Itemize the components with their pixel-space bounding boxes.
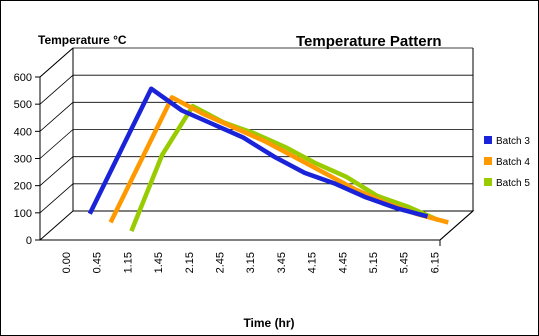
series-line-batch-3 xyxy=(87,86,429,219)
x-tick-label: 5.15 xyxy=(368,252,380,273)
y-tick-label: 200 xyxy=(14,181,32,193)
legend-label: Batch 3 xyxy=(496,136,530,147)
x-tick-label: 0.45 xyxy=(92,252,104,273)
x-tick-label: 6.15 xyxy=(429,252,441,273)
x-axis-ticks: 0.00 0.45 1.15 1.45 2.15 2.45 3.15 3.45 4.15 4.45… xyxy=(61,252,441,273)
legend-label: Batch 4 xyxy=(496,157,530,168)
chart-floor xyxy=(38,210,475,241)
y-tick-label: 300 xyxy=(14,154,32,166)
y-tick-label: 100 xyxy=(14,208,32,220)
x-tick-label: 2.15 xyxy=(184,252,196,273)
grid-lines xyxy=(39,47,473,214)
legend-swatch xyxy=(484,157,492,165)
y-tick-label: 400 xyxy=(14,126,32,138)
series-layer xyxy=(87,86,449,232)
floor-right-edge xyxy=(439,210,474,241)
series-line-batch-5 xyxy=(129,103,440,232)
x-tick-label: 3.15 xyxy=(245,252,257,273)
y-tick-label: 0 xyxy=(26,235,32,247)
y-tick-label: 500 xyxy=(14,99,32,111)
x-tick-label: 0.00 xyxy=(61,252,73,273)
x-tick-label: 2.45 xyxy=(215,252,227,273)
x-tick-label: 4.45 xyxy=(337,252,349,273)
chart-title: Temperature Pattern xyxy=(296,33,442,50)
legend-swatch xyxy=(484,178,492,186)
gridline xyxy=(39,74,473,105)
gridline xyxy=(39,156,473,186)
legend-label: Batch 5 xyxy=(496,178,530,189)
x-tick-label: 4.15 xyxy=(307,252,319,273)
y-tick-label: 600 xyxy=(14,72,32,84)
gridline xyxy=(39,47,473,78)
x-tick-label: 3.45 xyxy=(276,252,288,273)
x-tick-label: 1.45 xyxy=(153,252,165,273)
gridline xyxy=(39,129,473,159)
gridline xyxy=(39,101,473,132)
x-tick-label: 5.45 xyxy=(399,252,411,273)
x-tick-label: 1.15 xyxy=(122,252,134,273)
legend: Batch 3 Batch 4 Batch 5 xyxy=(484,136,530,189)
y-axis-label: Temperature °C xyxy=(38,33,127,47)
x-axis-label: Time (hr) xyxy=(243,316,294,330)
y-axis-ticks: 0 100 200 300 400 500 600 xyxy=(14,72,40,247)
legend-swatch xyxy=(484,136,492,144)
